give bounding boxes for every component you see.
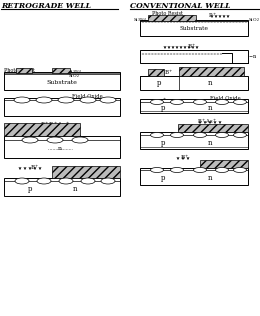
Text: n: n (73, 185, 77, 193)
Ellipse shape (151, 132, 164, 137)
Text: SiO$_2$: SiO$_2$ (68, 72, 80, 80)
Bar (4, 136, 120, 158)
Ellipse shape (216, 167, 229, 173)
Ellipse shape (151, 167, 164, 173)
Ellipse shape (58, 97, 74, 103)
Text: B$^+$: B$^+$ (164, 68, 174, 77)
Bar (200, 160, 248, 168)
Ellipse shape (36, 97, 52, 103)
Text: n: n (208, 139, 212, 147)
Text: p$^+$: p$^+$ (158, 96, 167, 106)
Text: Si$_3$N$_4$: Si$_3$N$_4$ (68, 68, 82, 76)
Bar (140, 20, 248, 36)
Text: P$^+$B$^+$As$^+$: P$^+$B$^+$As$^+$ (40, 120, 70, 129)
Text: Photo Resist: Photo Resist (152, 11, 183, 16)
Bar (140, 132, 248, 149)
Ellipse shape (151, 100, 164, 105)
Text: n: n (208, 174, 212, 182)
Text: Substrate: Substrate (180, 27, 209, 32)
Bar (140, 99, 248, 113)
Bar (16, 68, 32, 73)
Bar (4, 98, 120, 116)
Text: n: n (208, 79, 212, 87)
Text: Substrate: Substrate (47, 80, 77, 84)
Text: n: n (58, 147, 62, 151)
Ellipse shape (81, 178, 95, 184)
Bar (140, 76, 248, 90)
Ellipse shape (72, 137, 88, 143)
Ellipse shape (59, 178, 73, 184)
Bar (179, 67, 244, 76)
Text: p: p (157, 79, 161, 87)
Text: Si$_3$N$_4$: Si$_3$N$_4$ (133, 16, 147, 24)
Ellipse shape (100, 97, 116, 103)
Bar (140, 50, 248, 63)
Text: SiO$_2$: SiO$_2$ (248, 16, 260, 24)
Text: B$^+$: B$^+$ (180, 153, 190, 162)
Text: Field Oxide: Field Oxide (72, 94, 103, 99)
Ellipse shape (37, 178, 51, 184)
Text: Field Oxide: Field Oxide (210, 96, 241, 101)
Text: p: p (28, 185, 32, 193)
Bar (52, 68, 70, 73)
Bar (148, 69, 164, 76)
Bar (4, 123, 80, 136)
Text: Photo Resist: Photo Resist (4, 68, 35, 73)
Bar (4, 178, 120, 196)
Text: B$^+$: B$^+$ (187, 42, 197, 51)
Ellipse shape (14, 97, 30, 103)
Ellipse shape (101, 178, 115, 184)
Bar (52, 166, 120, 178)
Ellipse shape (15, 178, 29, 184)
Ellipse shape (22, 137, 38, 143)
Ellipse shape (193, 167, 206, 173)
Text: B$^+$: B$^+$ (30, 163, 40, 172)
Text: RETROGRADE WELL: RETROGRADE WELL (1, 2, 91, 10)
Ellipse shape (47, 137, 63, 143)
Ellipse shape (171, 132, 184, 137)
Text: p: p (161, 174, 165, 182)
Ellipse shape (216, 100, 229, 105)
Ellipse shape (216, 132, 229, 137)
Ellipse shape (171, 167, 184, 173)
Ellipse shape (80, 97, 96, 103)
Ellipse shape (233, 132, 246, 137)
Text: n: n (208, 104, 212, 112)
Text: $-$n: $-$n (248, 52, 257, 59)
Bar (178, 124, 248, 132)
Text: P$^+$: P$^+$ (208, 11, 217, 20)
Bar (4, 72, 120, 90)
Ellipse shape (193, 100, 206, 105)
Bar (148, 15, 196, 21)
Ellipse shape (233, 100, 246, 105)
Bar (140, 168, 248, 185)
Text: CONVENTIONAL WELL: CONVENTIONAL WELL (130, 2, 231, 10)
Ellipse shape (193, 132, 206, 137)
Ellipse shape (171, 100, 184, 105)
Text: p: p (161, 139, 165, 147)
Text: p: p (161, 104, 165, 112)
Text: B$^+$As$^+$: B$^+$As$^+$ (197, 117, 217, 126)
Ellipse shape (233, 167, 246, 173)
